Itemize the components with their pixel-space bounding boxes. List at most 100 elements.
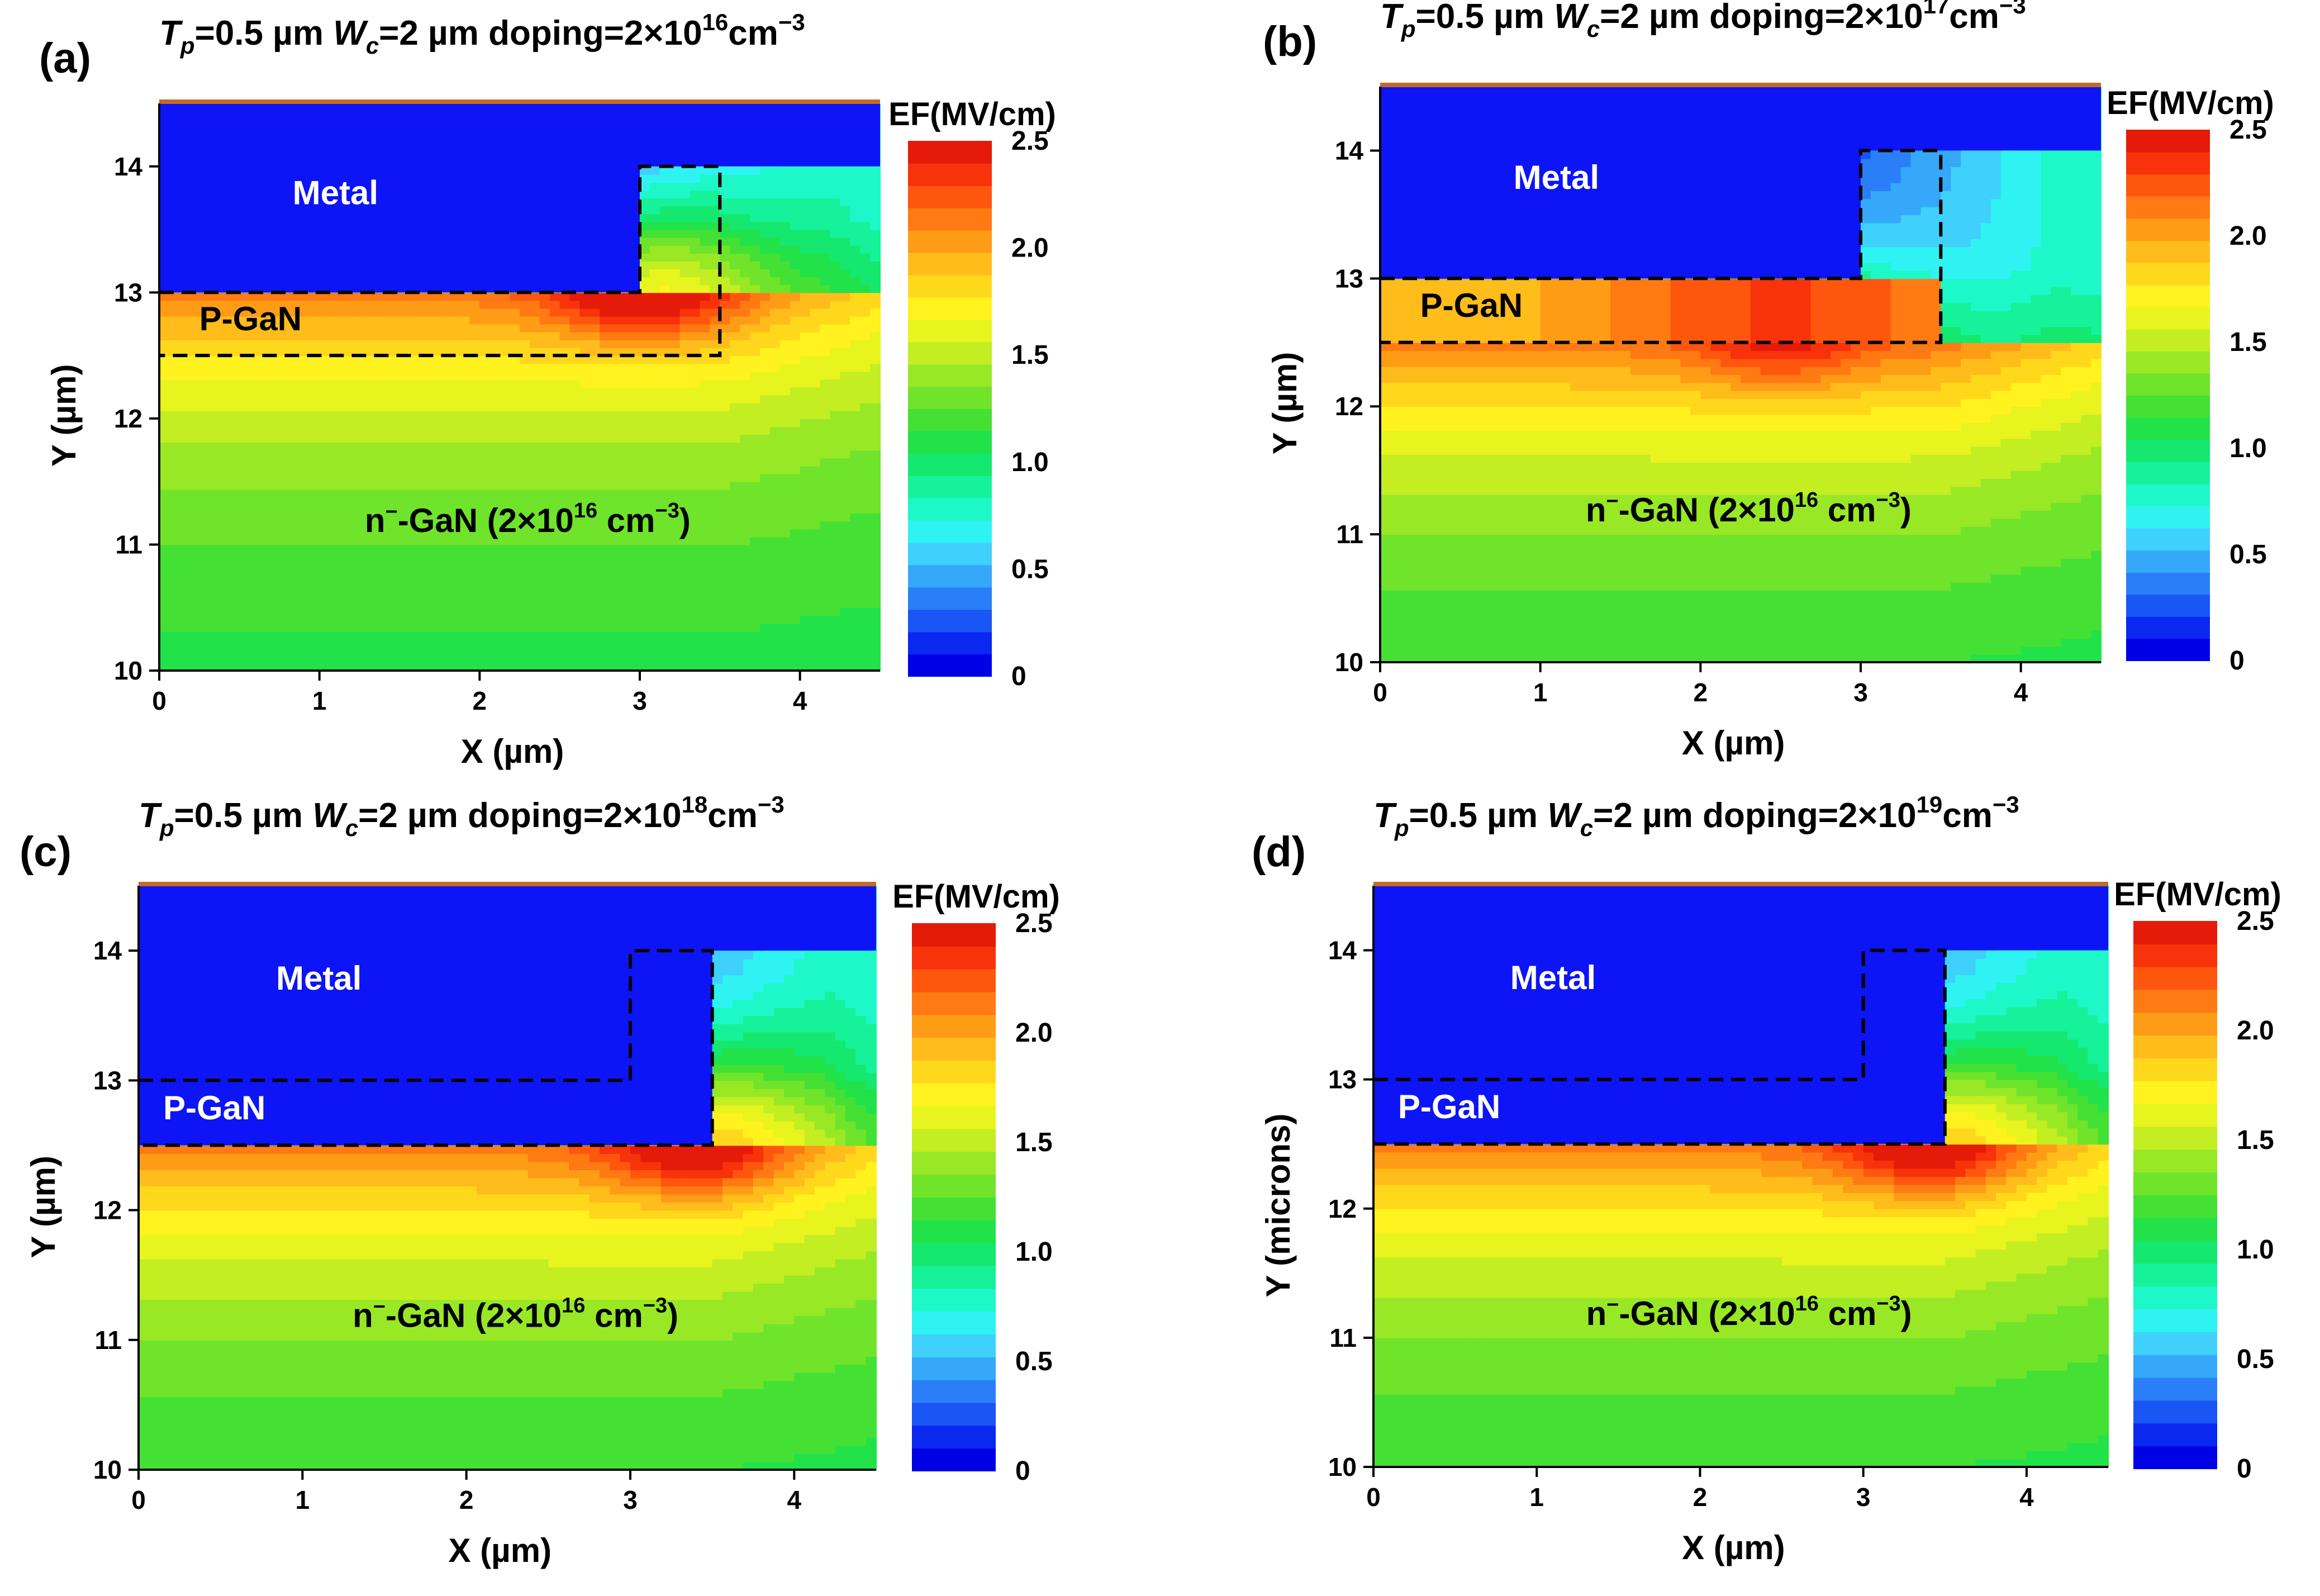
field-cell: [760, 623, 771, 632]
field-cell: [369, 324, 381, 332]
field-cell: [349, 560, 360, 569]
field-cell: [289, 363, 300, 372]
field-cell: [329, 434, 340, 443]
field-cell: [800, 371, 811, 380]
field-cell: [549, 434, 560, 443]
field-cell: [820, 450, 831, 459]
field-cell: [589, 395, 601, 403]
field-cell: [329, 615, 340, 624]
field-cell: [669, 308, 681, 317]
field-cell: [569, 583, 581, 592]
field-cell: [269, 331, 280, 340]
field-cell: [539, 560, 550, 569]
field-cell: [800, 513, 811, 522]
field-cell: [820, 213, 831, 222]
field-cell: [469, 592, 481, 601]
field-cell: [419, 363, 430, 372]
field-cell: [669, 260, 681, 269]
field-cell: [319, 324, 330, 332]
field-cell: [489, 371, 501, 380]
field-cell: [850, 631, 861, 640]
field-cell: [830, 497, 841, 506]
field-cell: [339, 497, 350, 506]
field-cell: [830, 213, 841, 222]
field-cell: [539, 371, 550, 380]
field-cell: [779, 560, 791, 569]
field-cell: [379, 363, 391, 372]
field-cell: [569, 654, 581, 663]
field-cell: [199, 576, 210, 585]
field-cell: [179, 292, 190, 301]
field-cell: [500, 615, 511, 624]
field-cell: [159, 450, 170, 459]
field-cell: [269, 379, 280, 388]
field-cell: [549, 418, 560, 427]
field-cell: [339, 402, 350, 411]
field-cell: [249, 316, 260, 325]
field-cell: [610, 324, 621, 332]
field-cell: [259, 615, 270, 624]
field-cell: [589, 647, 601, 656]
field-cell: [690, 292, 701, 301]
field-cell: [700, 536, 711, 545]
field-cell: [659, 615, 671, 624]
field-cell: [329, 481, 340, 490]
field-cell: [259, 576, 270, 585]
field-cell: [620, 371, 631, 380]
field-cell: [600, 489, 611, 498]
field-cell: [249, 339, 260, 348]
field-cell: [600, 324, 611, 332]
field-cell: [229, 450, 240, 459]
field-cell: [710, 639, 721, 648]
field-cell: [830, 631, 841, 640]
field-cell: [259, 324, 270, 332]
field-cell: [810, 277, 821, 286]
field-cell: [850, 639, 861, 648]
field-cell: [259, 505, 270, 514]
field-cell: [299, 489, 310, 498]
field-cell: [329, 300, 340, 309]
field-cell: [199, 654, 210, 663]
field-cell: [339, 513, 350, 522]
field-cell: [649, 481, 660, 490]
field-cell: [589, 363, 601, 372]
field-cell: [549, 615, 560, 624]
field-cell: [549, 552, 560, 561]
field-cell: [289, 560, 300, 569]
field-cell: [189, 442, 200, 451]
field-cell: [409, 615, 420, 624]
field-cell: [769, 576, 781, 585]
field-cell: [750, 395, 760, 403]
field-cell: [199, 583, 210, 592]
field-cell: [569, 442, 581, 451]
field-cell: [219, 300, 230, 309]
field-cell: [649, 623, 660, 632]
field-cell: [549, 473, 560, 482]
field-cell: [520, 442, 530, 451]
field-cell: [750, 434, 760, 443]
field-cell: [559, 552, 571, 561]
field-cell: [659, 190, 671, 199]
field-cell: [720, 466, 731, 474]
field-cell: [279, 639, 290, 648]
field-cell: [169, 458, 180, 467]
field-cell: [500, 654, 511, 663]
field-cell: [179, 607, 190, 616]
field-cell: [409, 473, 420, 482]
field-cell: [309, 450, 320, 459]
field-cell: [179, 639, 190, 648]
field-cell: [249, 489, 260, 498]
field-cell: [769, 568, 781, 577]
field-cell: [790, 458, 801, 467]
field-cell: [199, 631, 210, 640]
field-cell: [779, 363, 791, 372]
field-cell: [790, 198, 801, 207]
field-cell: [750, 592, 760, 601]
field-cell: [159, 615, 170, 624]
field-cell: [169, 497, 180, 506]
field-cell: [549, 410, 560, 419]
field-cell: [669, 576, 681, 585]
field-cell: [740, 442, 751, 451]
field-cell: [779, 213, 791, 222]
